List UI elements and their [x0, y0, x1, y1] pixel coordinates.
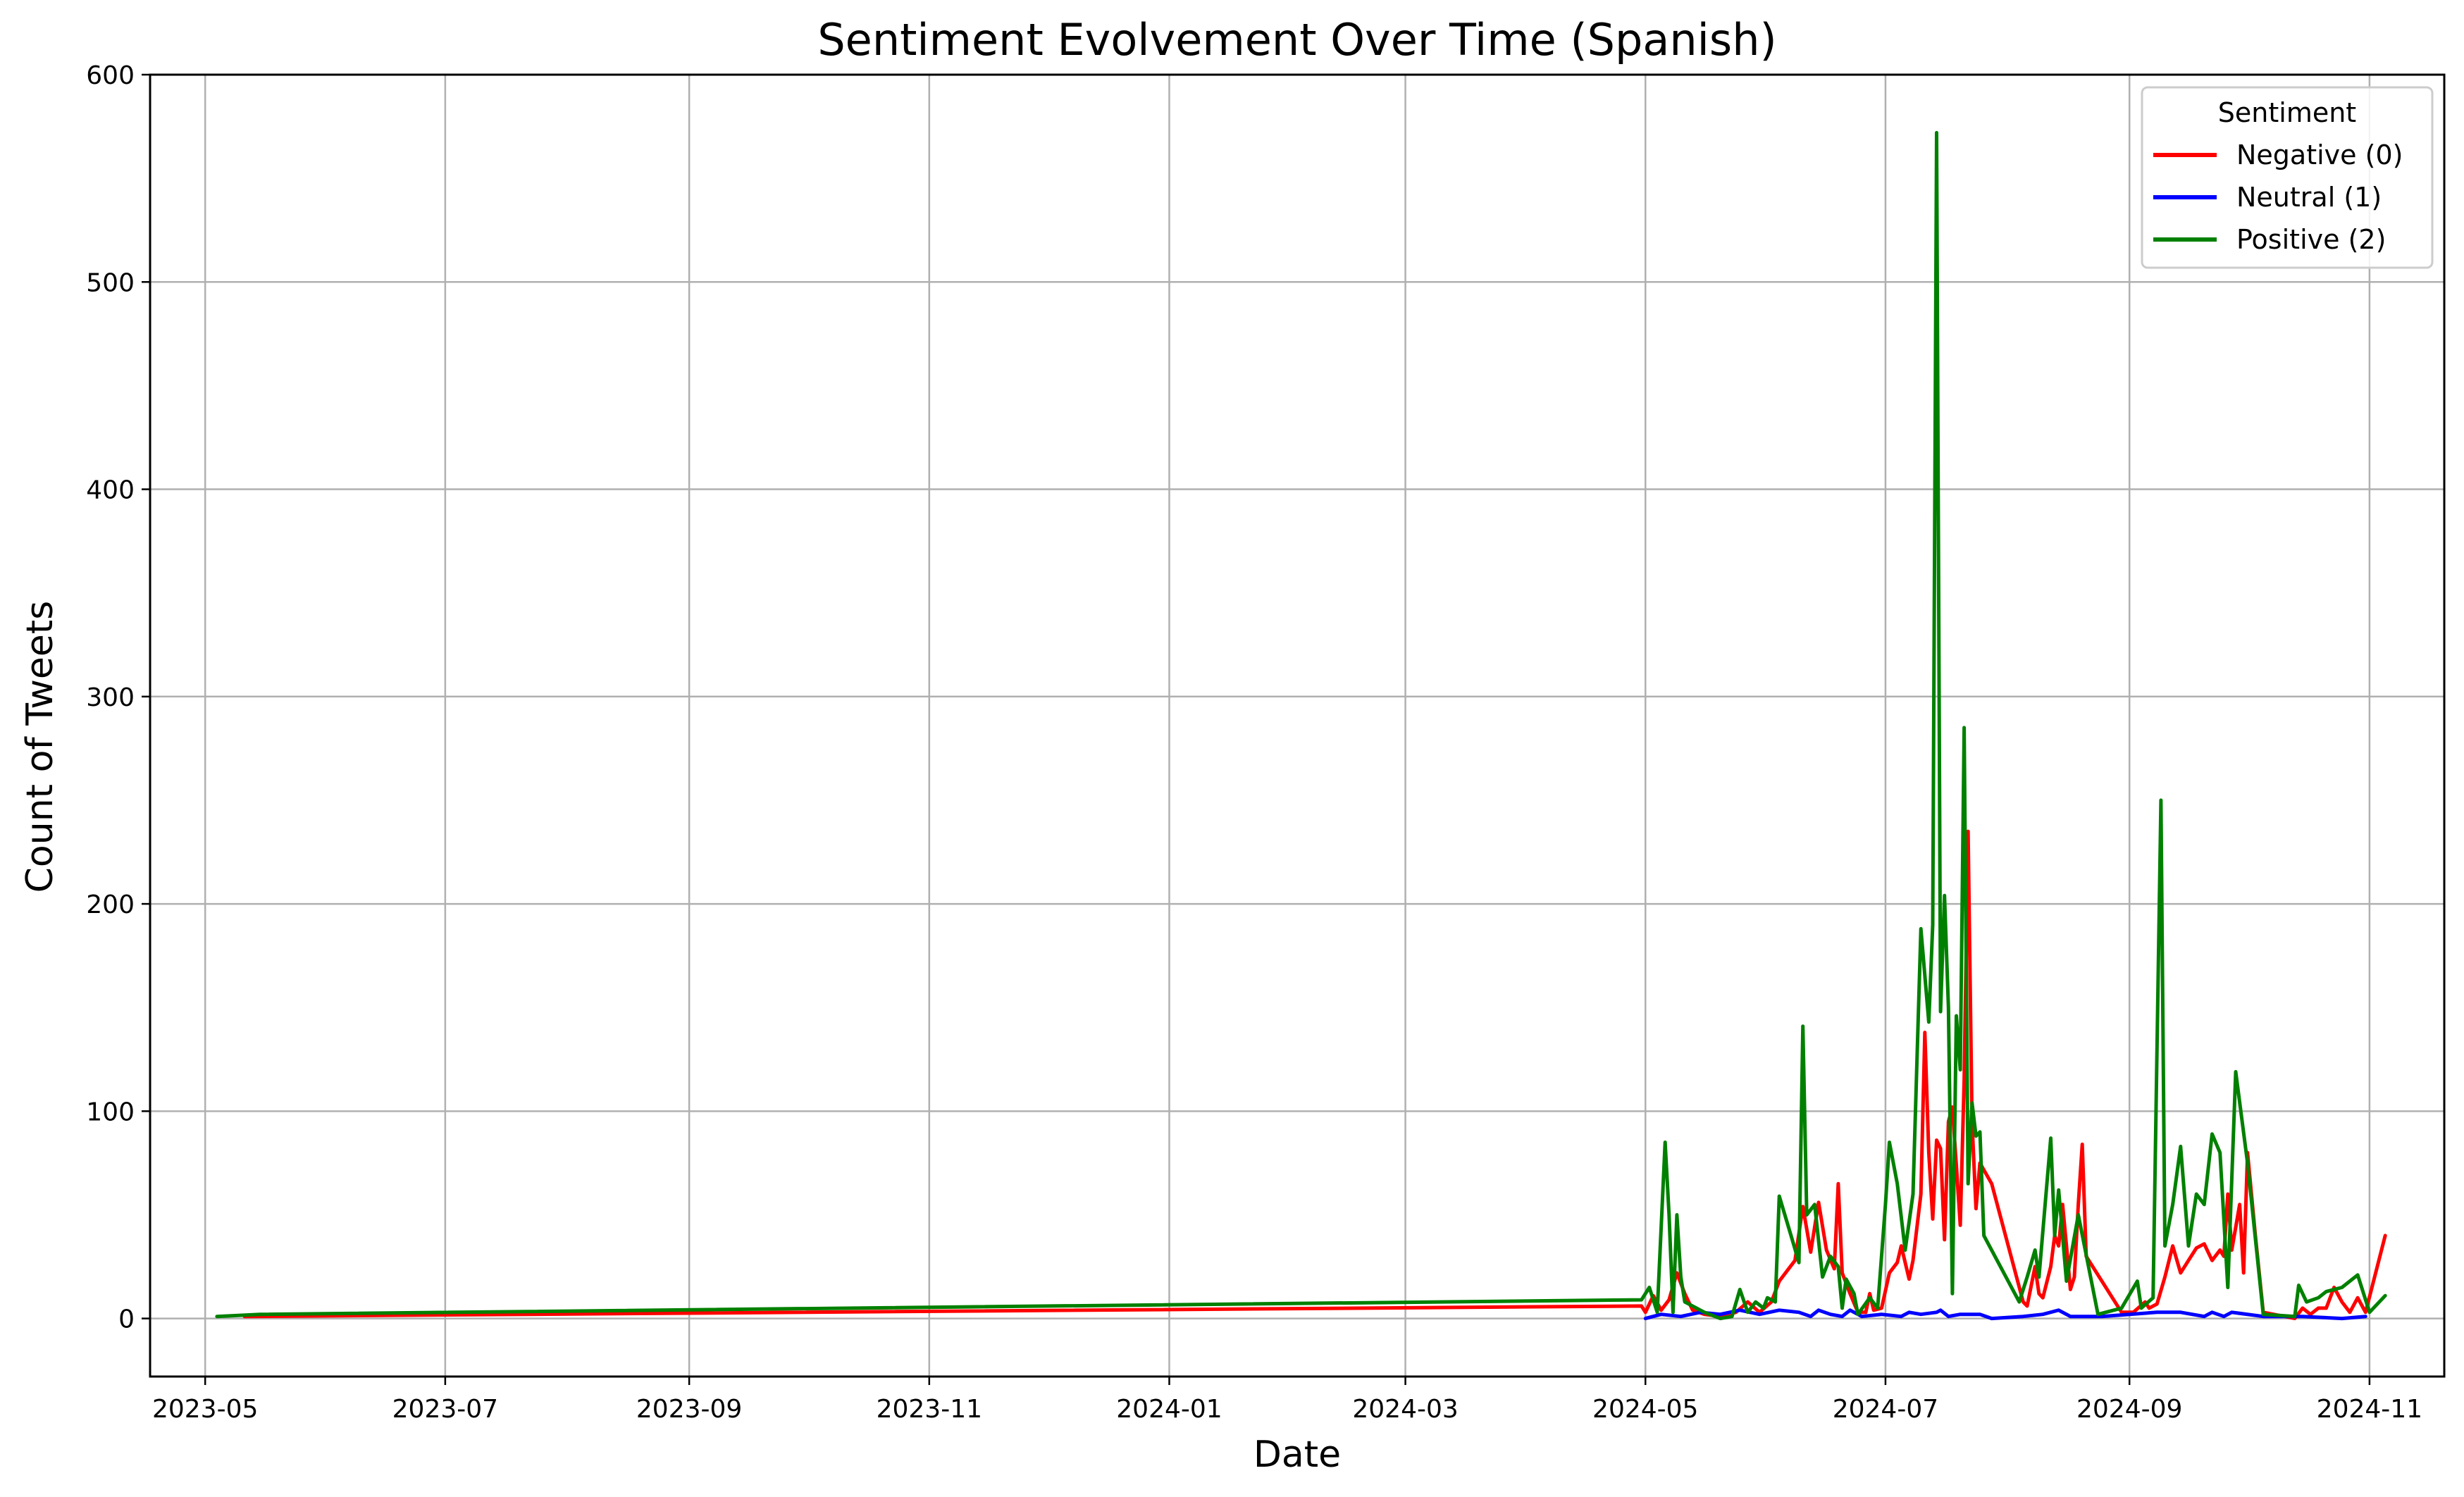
legend-label-positive-2: Positive (2) — [2236, 224, 2386, 255]
y-tick-label: 400 — [86, 476, 135, 505]
y-tick-label: 300 — [86, 683, 135, 712]
axis-ticks: 2023-05 2023-07 2023-09 2023-11 2024-01 2024-… — [86, 61, 2422, 1424]
x-tick-label: 2024-09 — [2076, 1395, 2182, 1424]
series-line-neutral-1 — [1643, 1308, 2367, 1321]
y-tick-label: 0 — [118, 1305, 135, 1334]
y-axis-label: Count of Tweets — [19, 601, 61, 893]
y-tick-label: 100 — [86, 1098, 135, 1126]
x-tick-label: 2023-05 — [152, 1395, 258, 1424]
legend-label-neutral-1: Neutral (1) — [2236, 182, 2382, 213]
chart-title: Sentiment Evolvement Over Time (Spanish) — [817, 14, 1776, 66]
y-tick-label: 200 — [86, 890, 135, 919]
x-tick-label: 2024-11 — [2317, 1395, 2422, 1424]
grid — [150, 73, 2444, 1377]
x-tick-label: 2024-05 — [1592, 1395, 1698, 1424]
legend-box — [2141, 86, 2434, 269]
x-tick-label: 2023-09 — [636, 1395, 742, 1424]
x-tick-label: 2023-07 — [392, 1395, 498, 1424]
y-tick-label: 500 — [86, 268, 135, 297]
y-tick-label: 600 — [86, 61, 135, 90]
series-lines — [215, 130, 2387, 1321]
legend: Sentiment Negative (0) Neutral (1) Positiv… — [2141, 86, 2434, 269]
x-tick-label: 2024-07 — [1833, 1395, 1938, 1424]
x-tick-label: 2024-01 — [1116, 1395, 1222, 1424]
legend-label-negative-0: Negative (0) — [2236, 139, 2403, 170]
x-tick-label: 2024-03 — [1352, 1395, 1458, 1424]
legend-title: Sentiment — [2218, 97, 2356, 128]
x-tick-label: 2023-11 — [877, 1395, 982, 1424]
x-axis-label: Date — [1253, 1434, 1341, 1476]
legend-entries: Negative (0) Neutral (1) Positive (2) — [2153, 139, 2403, 255]
plot-area-frame — [149, 73, 2446, 1378]
series-line-positive-2 — [215, 130, 2387, 1321]
